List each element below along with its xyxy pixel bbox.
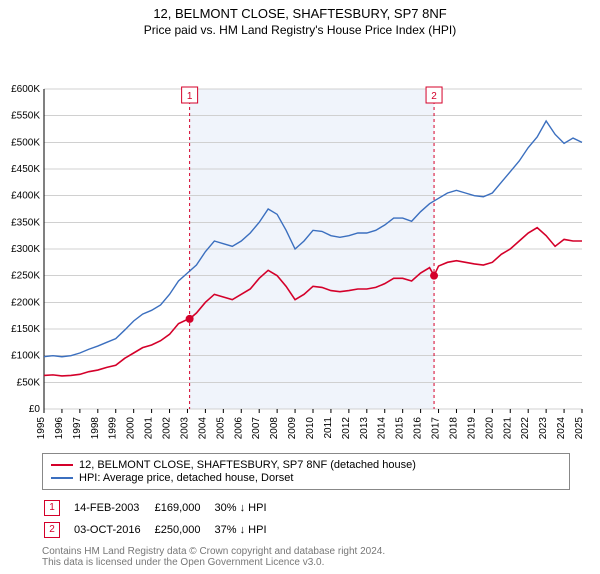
table-row: 2 03-OCT-2016 £250,000 37% ↓ HPI bbox=[44, 520, 279, 540]
svg-text:2015: 2015 bbox=[395, 417, 406, 440]
svg-text:£400K: £400K bbox=[11, 191, 40, 202]
svg-text:2: 2 bbox=[431, 91, 437, 102]
legend-label: 12, BELMONT CLOSE, SHAFTESBURY, SP7 8NF … bbox=[79, 459, 416, 471]
event-diff: 37% ↓ HPI bbox=[215, 520, 279, 540]
svg-text:2022: 2022 bbox=[520, 417, 531, 440]
svg-text:£300K: £300K bbox=[11, 244, 40, 255]
table-row: 1 14-FEB-2003 £169,000 30% ↓ HPI bbox=[44, 498, 279, 518]
events-table: 1 14-FEB-2003 £169,000 30% ↓ HPI 2 03-OC… bbox=[42, 496, 281, 542]
event-diff: 30% ↓ HPI bbox=[215, 498, 279, 518]
svg-text:2001: 2001 bbox=[144, 417, 155, 440]
svg-text:1996: 1996 bbox=[54, 417, 65, 440]
event-price: £169,000 bbox=[155, 498, 213, 518]
legend-label: HPI: Average price, detached house, Dors… bbox=[79, 472, 293, 484]
chart-subtitle: Price paid vs. HM Land Registry's House … bbox=[0, 23, 600, 37]
svg-text:£200K: £200K bbox=[11, 297, 40, 308]
svg-text:£50K: £50K bbox=[17, 377, 41, 388]
svg-text:2020: 2020 bbox=[484, 417, 495, 440]
svg-text:1998: 1998 bbox=[90, 417, 101, 440]
svg-text:£250K: £250K bbox=[11, 271, 40, 282]
event-marker-icon: 1 bbox=[44, 500, 60, 516]
svg-text:1: 1 bbox=[187, 91, 193, 102]
svg-text:1997: 1997 bbox=[72, 417, 83, 440]
svg-text:2000: 2000 bbox=[126, 417, 137, 440]
chart-container: { "title": "12, BELMONT CLOSE, SHAFTESBU… bbox=[0, 6, 600, 568]
event-date: 14-FEB-2003 bbox=[74, 498, 153, 518]
svg-text:2025: 2025 bbox=[574, 417, 585, 440]
svg-text:2017: 2017 bbox=[431, 417, 442, 440]
svg-text:2018: 2018 bbox=[448, 417, 459, 440]
event-date: 03-OCT-2016 bbox=[74, 520, 153, 540]
svg-text:2016: 2016 bbox=[413, 417, 424, 440]
footer-line: This data is licensed under the Open Gov… bbox=[42, 557, 570, 568]
svg-text:1995: 1995 bbox=[36, 417, 47, 440]
svg-text:£500K: £500K bbox=[11, 137, 40, 148]
svg-text:2007: 2007 bbox=[251, 417, 262, 440]
svg-text:2012: 2012 bbox=[341, 417, 352, 440]
svg-text:2010: 2010 bbox=[305, 417, 316, 440]
svg-text:2009: 2009 bbox=[287, 417, 298, 440]
legend: 12, BELMONT CLOSE, SHAFTESBURY, SP7 8NF … bbox=[42, 453, 570, 490]
svg-text:£350K: £350K bbox=[11, 217, 40, 228]
legend-swatch bbox=[51, 477, 73, 479]
svg-text:2013: 2013 bbox=[359, 417, 370, 440]
legend-row: HPI: Average price, detached house, Dors… bbox=[51, 472, 561, 484]
footer-line: Contains HM Land Registry data © Crown c… bbox=[42, 546, 570, 557]
svg-text:2004: 2004 bbox=[197, 417, 208, 440]
footer-note: Contains HM Land Registry data © Crown c… bbox=[42, 546, 570, 568]
svg-text:£450K: £450K bbox=[11, 164, 40, 175]
svg-text:2019: 2019 bbox=[466, 417, 477, 440]
svg-text:2014: 2014 bbox=[377, 417, 388, 440]
svg-text:£0: £0 bbox=[29, 404, 41, 415]
svg-text:2002: 2002 bbox=[162, 417, 173, 440]
chart-title: 12, BELMONT CLOSE, SHAFTESBURY, SP7 8NF bbox=[0, 6, 600, 21]
svg-text:2003: 2003 bbox=[179, 417, 190, 440]
svg-text:2024: 2024 bbox=[556, 417, 567, 440]
svg-text:2021: 2021 bbox=[502, 417, 513, 440]
legend-row: 12, BELMONT CLOSE, SHAFTESBURY, SP7 8NF … bbox=[51, 459, 561, 471]
event-price: £250,000 bbox=[155, 520, 213, 540]
svg-text:2008: 2008 bbox=[269, 417, 280, 440]
svg-text:2011: 2011 bbox=[323, 417, 334, 439]
line-chart: £0 £50K £100K £150K £200K £250K £300K £350K £400… bbox=[0, 43, 600, 449]
svg-text:1999: 1999 bbox=[108, 417, 119, 440]
svg-text:2005: 2005 bbox=[215, 417, 226, 440]
legend-swatch bbox=[51, 464, 73, 466]
svg-text:£100K: £100K bbox=[11, 351, 40, 362]
svg-text:2023: 2023 bbox=[538, 417, 549, 440]
svg-text:£550K: £550K bbox=[11, 111, 40, 122]
event-marker-icon: 2 bbox=[44, 522, 60, 538]
svg-text:£150K: £150K bbox=[11, 324, 40, 335]
svg-text:2006: 2006 bbox=[233, 417, 244, 440]
svg-text:£600K: £600K bbox=[11, 84, 40, 95]
